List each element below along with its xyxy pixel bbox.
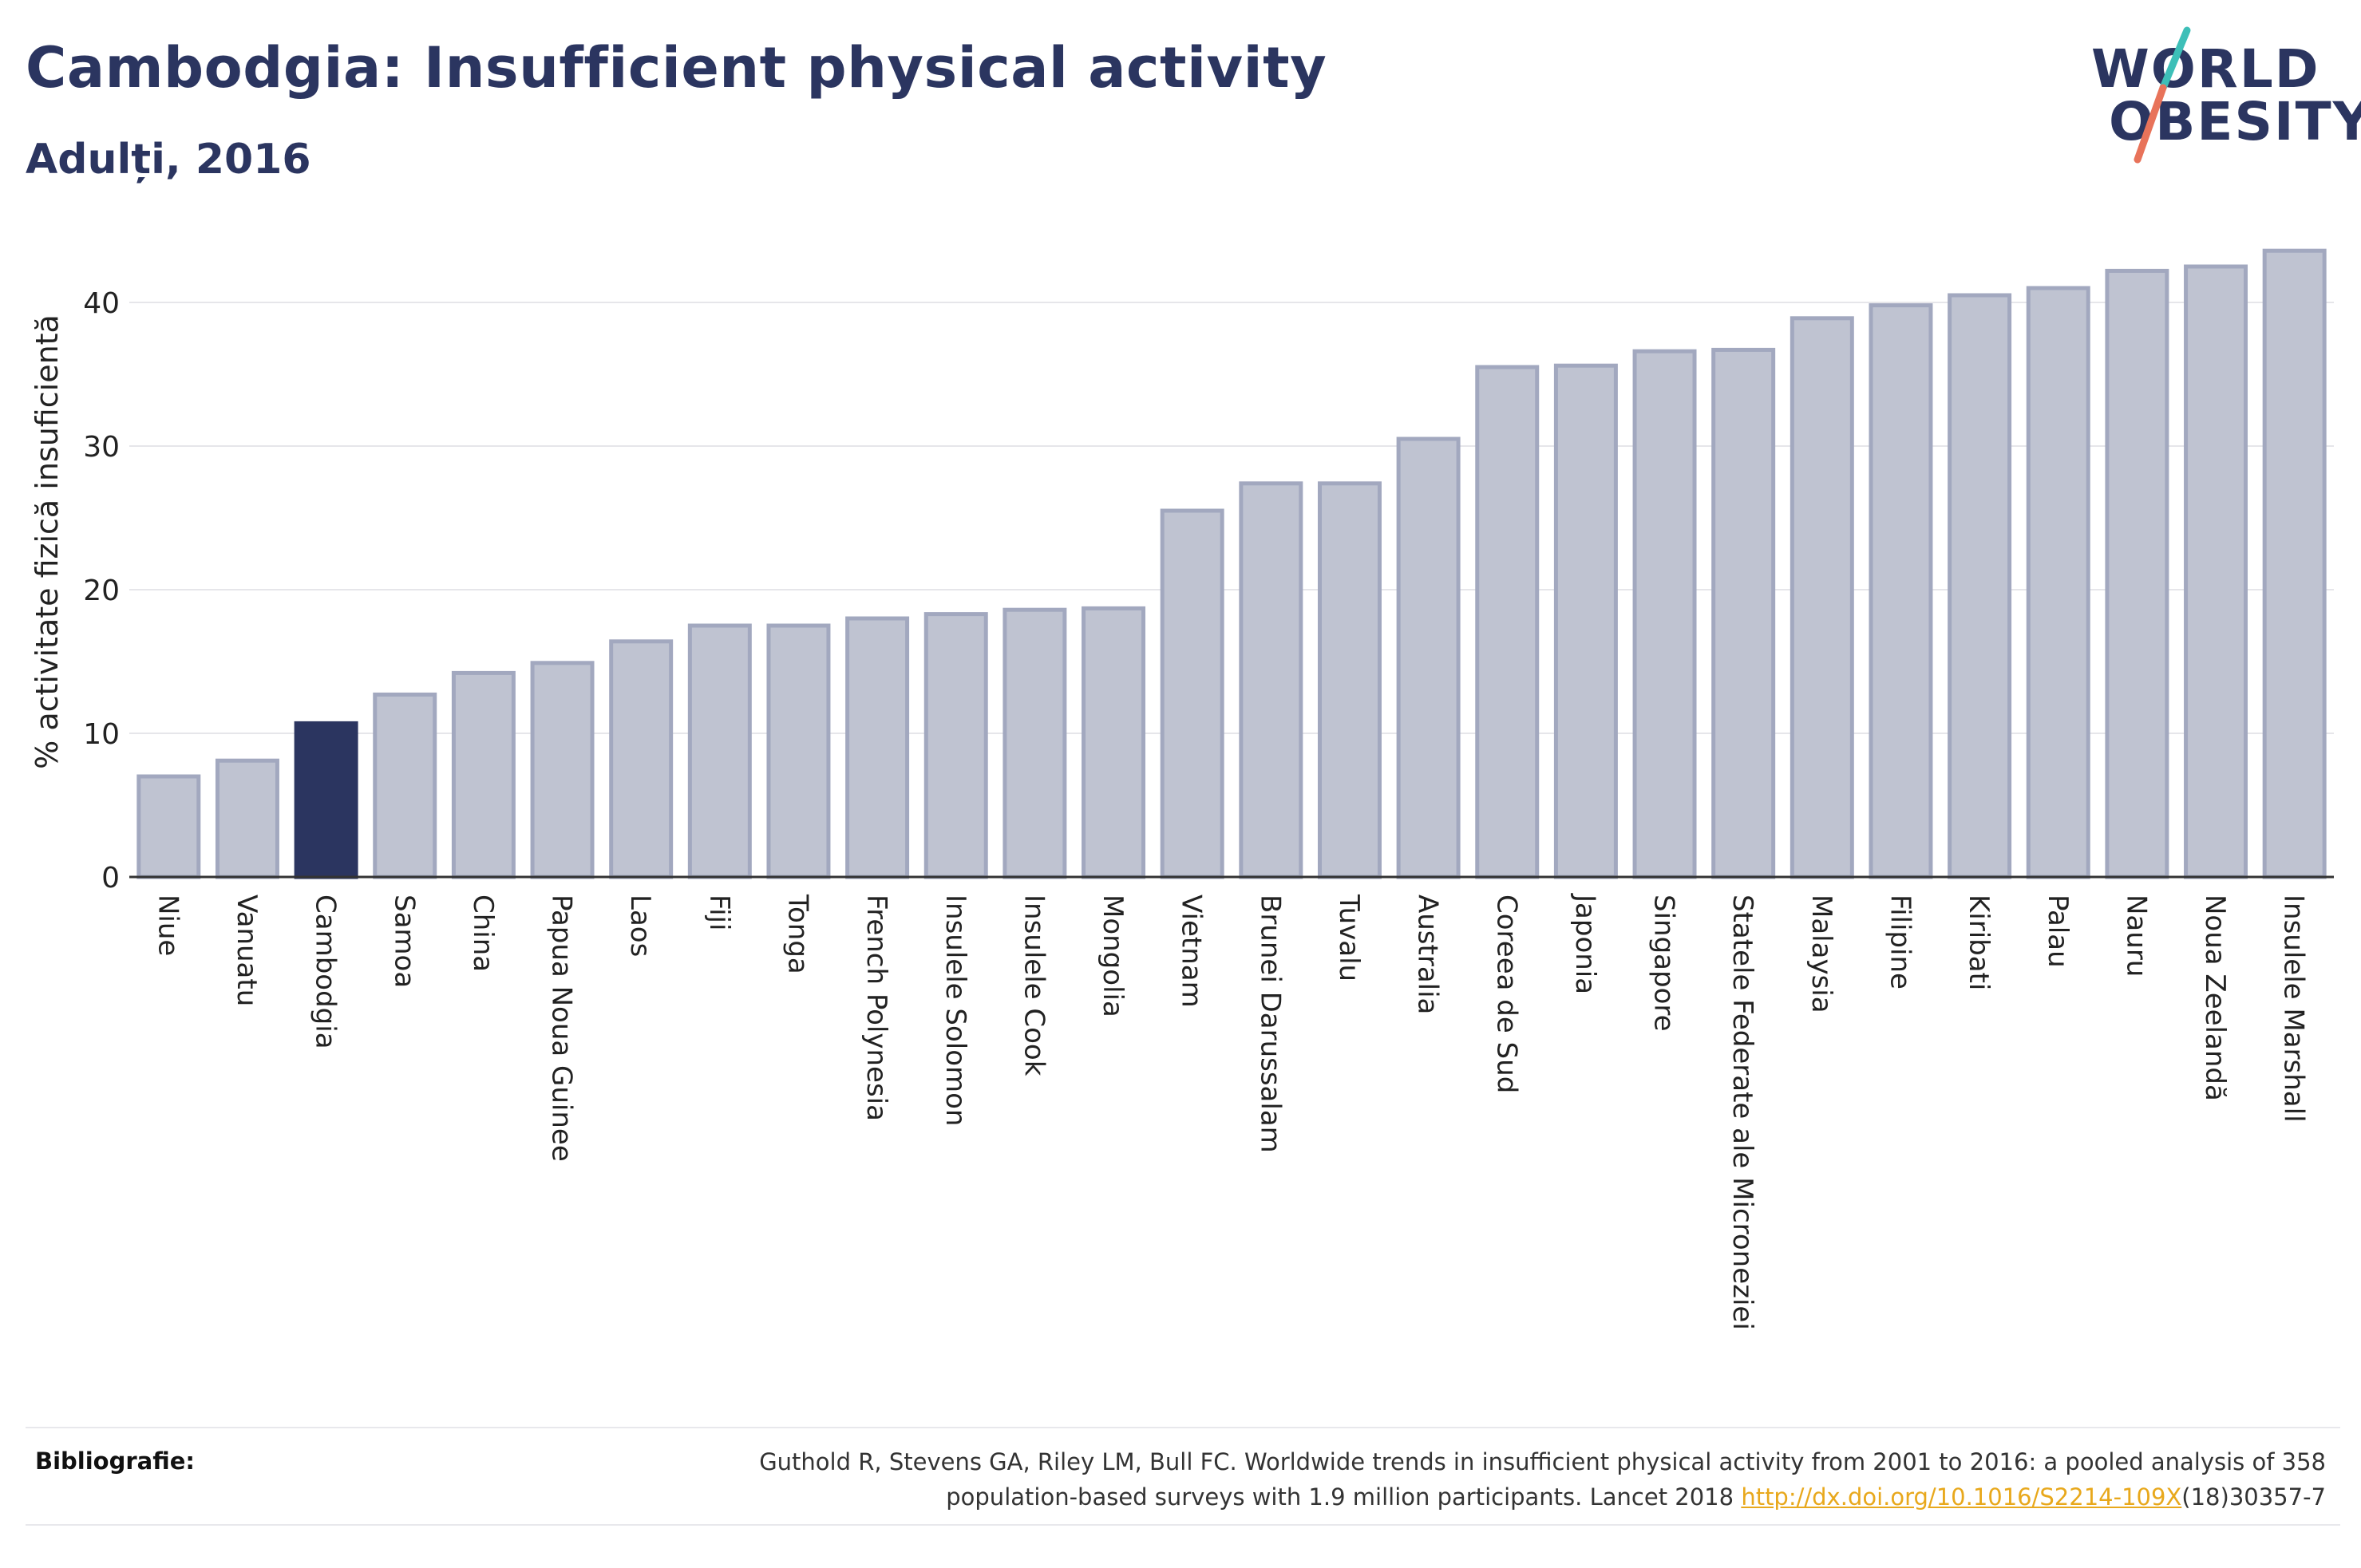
x-tick-label: Statele Federate ale Microneziei xyxy=(1726,895,1758,1330)
y-tick-label: 10 xyxy=(83,718,120,751)
bar xyxy=(2105,268,2169,879)
x-tick-label: Vietnam xyxy=(1176,895,1208,1008)
bibliography-line-2-suffix: (18)30357-7 xyxy=(2181,1483,2326,1511)
x-tick-label: Papua Noua Guinee xyxy=(546,895,578,1162)
page-subtitle: Adulți, 2016 xyxy=(26,136,311,184)
bibliography-line-1: Guthold R, Stevens GA, Riley LM, Bull FC… xyxy=(759,1448,2326,1475)
bibliography-line-2: population-based surveys with 1.9 millio… xyxy=(490,1479,2326,1515)
footer-divider-bottom xyxy=(26,1524,2340,1526)
x-tick-label: Cambodgia xyxy=(310,895,342,1049)
x-tick-label: Filipine xyxy=(1884,895,1916,989)
bar xyxy=(687,623,752,879)
bar xyxy=(215,758,279,879)
doi-link[interactable]: http://dx.doi.org/10.1016/S2214-109X xyxy=(1741,1483,2182,1511)
bar xyxy=(1948,293,2012,879)
x-tick-label: Brunei Darussalam xyxy=(1254,895,1286,1153)
x-tick-label: Insulele Marshall xyxy=(2278,895,2310,1123)
bar xyxy=(1396,436,1461,879)
x-tick-label: Palau xyxy=(2042,895,2074,968)
x-tick-label: Noua Zeelandă xyxy=(2199,895,2231,1101)
bar xyxy=(373,692,437,879)
bar xyxy=(2262,248,2327,879)
bar xyxy=(609,639,674,879)
bar xyxy=(1790,316,1854,879)
bar-chart: 0 10 20 30 40 Niue Vanuatu Cambodgia Samoa China P… xyxy=(30,248,2334,1330)
bibliography-text: Guthold R, Stevens GA, Riley LM, Bull FC… xyxy=(490,1444,2326,1515)
bar xyxy=(1632,349,1697,879)
bar xyxy=(1160,508,1224,879)
x-tick-label: China xyxy=(467,895,499,972)
x-tick-label: Tonga xyxy=(781,894,813,974)
x-tick-label: Vanuatu xyxy=(231,895,263,1006)
bibliography-label: Bibliografie: xyxy=(35,1448,195,1475)
y-tick-label: 40 xyxy=(83,287,120,320)
x-tick-label: French Polynesia xyxy=(860,895,892,1121)
page-title: Cambodgia: Insufficient physical activit… xyxy=(26,35,1327,101)
logo-slash-icon xyxy=(2134,26,2191,164)
x-tick-label: Singapore xyxy=(1648,895,1680,1032)
bar xyxy=(451,670,516,879)
bar xyxy=(1553,363,1618,879)
x-tick-label: Insulele Cook xyxy=(1018,895,1050,1076)
bar xyxy=(1869,303,1933,879)
x-tick-label: Malaysia xyxy=(1805,895,1837,1013)
bar xyxy=(136,774,201,879)
x-tick-label: Laos xyxy=(624,895,656,957)
bar xyxy=(294,721,358,879)
bar xyxy=(530,661,595,879)
bar xyxy=(1239,481,1303,879)
y-tick-label: 0 xyxy=(101,862,120,895)
y-tick-label: 20 xyxy=(83,575,120,607)
x-tick-label: Fiji xyxy=(703,895,735,930)
world-obesity-logo: WORLD OBESITY xyxy=(2083,24,2361,168)
x-tick-label: Kiribati xyxy=(1963,895,1995,990)
x-tick-label: Niue xyxy=(152,895,184,956)
bar xyxy=(1475,365,1540,879)
x-tick-label: Japonia xyxy=(1569,893,1601,994)
bar xyxy=(845,616,910,879)
y-tick-label: 30 xyxy=(83,431,120,464)
x-tick-label: Nauru xyxy=(2120,895,2152,977)
x-tick-label: Insulele Solomon xyxy=(939,895,971,1126)
footer-divider-top xyxy=(26,1427,2340,1428)
x-tick-label: Australia xyxy=(1412,895,1444,1014)
bar xyxy=(766,623,831,879)
bar xyxy=(1317,481,1382,879)
bar xyxy=(1711,347,1776,879)
x-tick-label: Mongolia xyxy=(1097,895,1129,1017)
bar xyxy=(1082,606,1146,879)
bar xyxy=(2184,264,2248,879)
x-tick-label: Coreea de Sud xyxy=(1490,895,1522,1093)
bar xyxy=(1003,607,1067,879)
bar xyxy=(923,612,988,879)
x-tick-label: Samoa xyxy=(388,895,420,988)
bibliography-line-2-prefix: population-based surveys with 1.9 millio… xyxy=(946,1483,1742,1511)
logo-line-1: WORLD xyxy=(2091,38,2320,100)
y-axis-label: % activitate fizică insuficientă xyxy=(30,314,65,769)
bar xyxy=(2026,286,2090,879)
x-tick-label: Tuvalu xyxy=(1333,894,1365,981)
